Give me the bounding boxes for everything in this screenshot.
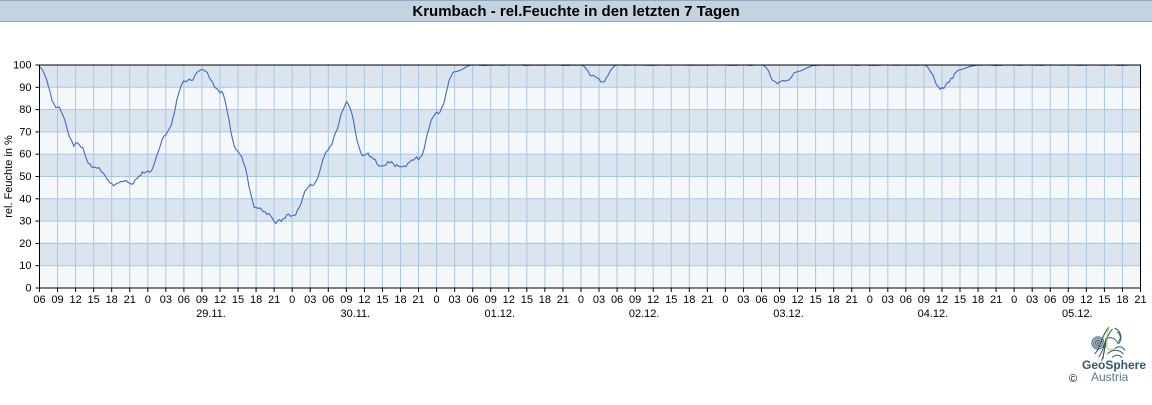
svg-text:29.11.: 29.11.: [196, 308, 226, 320]
svg-text:18: 18: [683, 294, 695, 306]
svg-text:06: 06: [322, 294, 334, 306]
svg-text:04.12.: 04.12.: [918, 308, 949, 320]
svg-text:12: 12: [647, 294, 659, 306]
svg-text:15: 15: [665, 294, 677, 306]
svg-text:0: 0: [289, 294, 295, 306]
svg-text:06: 06: [467, 294, 479, 306]
svg-text:03: 03: [1026, 294, 1038, 306]
svg-text:03: 03: [737, 294, 749, 306]
svg-text:09: 09: [773, 294, 785, 306]
svg-text:12: 12: [358, 294, 370, 306]
svg-text:20: 20: [19, 238, 31, 250]
svg-text:03.12.: 03.12.: [773, 308, 804, 320]
svg-text:06: 06: [178, 294, 190, 306]
svg-text:0: 0: [722, 294, 728, 306]
svg-text:0: 0: [578, 294, 584, 306]
svg-text:06: 06: [33, 294, 45, 306]
svg-text:21: 21: [846, 294, 858, 306]
svg-text:21: 21: [557, 294, 569, 306]
svg-text:15: 15: [376, 294, 388, 306]
svg-text:12: 12: [791, 294, 803, 306]
svg-text:rel. Feuchte in %: rel. Feuchte in %: [3, 135, 15, 218]
svg-text:0: 0: [145, 294, 151, 306]
svg-text:09: 09: [196, 294, 208, 306]
svg-text:01.12.: 01.12.: [484, 308, 515, 320]
svg-text:60: 60: [19, 149, 31, 161]
svg-text:18: 18: [828, 294, 840, 306]
svg-text:18: 18: [106, 294, 118, 306]
svg-text:12: 12: [69, 294, 81, 306]
svg-text:12: 12: [214, 294, 226, 306]
svg-text:0: 0: [867, 294, 873, 306]
svg-text:18: 18: [1116, 294, 1128, 306]
svg-text:02.12.: 02.12.: [629, 308, 660, 320]
svg-text:12: 12: [1080, 294, 1092, 306]
svg-text:12: 12: [936, 294, 948, 306]
svg-text:15: 15: [954, 294, 966, 306]
svg-text:15: 15: [88, 294, 100, 306]
svg-text:30: 30: [19, 216, 31, 228]
svg-text:09: 09: [918, 294, 930, 306]
svg-text:21: 21: [701, 294, 713, 306]
svg-text:06: 06: [755, 294, 767, 306]
svg-text:18: 18: [394, 294, 406, 306]
svg-text:18: 18: [250, 294, 262, 306]
svg-text:03: 03: [882, 294, 894, 306]
svg-text:15: 15: [232, 294, 244, 306]
svg-text:06: 06: [1044, 294, 1056, 306]
svg-text:15: 15: [1098, 294, 1110, 306]
svg-text:03: 03: [160, 294, 172, 306]
svg-text:12: 12: [503, 294, 515, 306]
svg-text:18: 18: [972, 294, 984, 306]
svg-text:30.11.: 30.11.: [340, 308, 370, 320]
svg-text:10: 10: [19, 260, 31, 272]
svg-text:Austria: Austria: [1091, 370, 1129, 384]
svg-text:90: 90: [19, 82, 31, 94]
svg-text:09: 09: [340, 294, 352, 306]
svg-text:21: 21: [1134, 294, 1146, 306]
svg-text:09: 09: [51, 294, 63, 306]
svg-text:09: 09: [485, 294, 497, 306]
svg-text:15: 15: [809, 294, 821, 306]
svg-text:0: 0: [434, 294, 440, 306]
svg-text:21: 21: [990, 294, 1002, 306]
svg-text:100: 100: [13, 60, 31, 72]
svg-text:70: 70: [19, 126, 31, 138]
svg-text:©: ©: [1069, 373, 1077, 385]
svg-text:0: 0: [25, 283, 31, 295]
svg-text:80: 80: [19, 104, 31, 116]
svg-text:0: 0: [1011, 294, 1017, 306]
svg-text:06: 06: [900, 294, 912, 306]
svg-text:50: 50: [19, 171, 31, 183]
svg-text:06: 06: [611, 294, 623, 306]
svg-text:03: 03: [304, 294, 316, 306]
svg-text:15: 15: [521, 294, 533, 306]
svg-text:21: 21: [124, 294, 136, 306]
svg-text:21: 21: [412, 294, 424, 306]
svg-text:18: 18: [539, 294, 551, 306]
svg-text:21: 21: [268, 294, 280, 306]
svg-text:03: 03: [593, 294, 605, 306]
svg-text:09: 09: [629, 294, 641, 306]
svg-text:40: 40: [19, 193, 31, 205]
svg-text:05.12.: 05.12.: [1062, 308, 1093, 320]
svg-text:03: 03: [449, 294, 461, 306]
svg-text:09: 09: [1062, 294, 1074, 306]
